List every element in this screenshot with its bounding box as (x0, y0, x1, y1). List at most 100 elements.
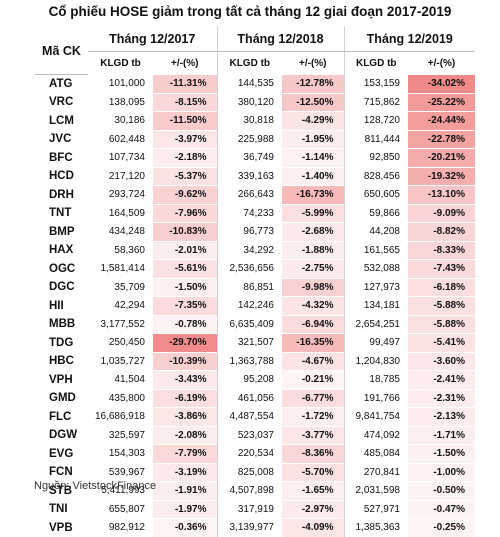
change-2019: -5.41% (408, 333, 475, 352)
source-note: Nguồn: VietstockFinance (34, 480, 157, 492)
volume-2017: 602,448 (88, 129, 153, 149)
volume-2019: 828,456 (343, 166, 408, 186)
change-2018: -1.95% (282, 129, 344, 149)
volume-2017: 655,807 (88, 499, 153, 519)
change-2018: -1.88% (282, 240, 344, 260)
volume-2018: 825,008 (216, 462, 282, 482)
stock-decline-table: Mã CK Tháng 12/2017 Tháng 12/2018 Tháng … (35, 27, 475, 537)
volume-2018: 523,037 (216, 425, 282, 445)
volume-2017: 293,724 (88, 185, 153, 204)
change-2019: -25.22% (408, 92, 475, 112)
stock-code: TNT (35, 203, 88, 223)
volume-2017: 58,360 (88, 240, 153, 260)
change-2017: -2.01% (153, 240, 217, 260)
volume-2019: 59,866 (343, 203, 408, 223)
stock-code: EVG (35, 444, 88, 463)
volume-2018: 6,635,409 (216, 314, 282, 334)
table-row: STB 5,411,993 -1.91% 4,507,898 -1.65% 2,031,5… (35, 481, 475, 500)
volume-2019: 532,088 (343, 259, 408, 278)
change-2018: -16.73% (282, 185, 344, 204)
table-row: GMD 435,800 -6.19% 461,056 -6.77% 191,766 -2.3… (35, 388, 475, 408)
stock-code: MBB (35, 314, 88, 334)
table-row: JVC 602,448 -3.97% 225,988 -1.95% 811,444 -22.… (35, 129, 475, 149)
change-2019: -9.09% (408, 203, 475, 223)
table-row: DGW 325,597 -2.08% 523,037 -3.77% 474,092 -1.7… (35, 425, 475, 445)
volume-2019: 485,084 (343, 444, 408, 463)
volume-2017: 42,294 (88, 296, 153, 315)
change-2018: -2.75% (282, 259, 344, 278)
volume-2017: 5,411,993 (88, 481, 153, 500)
volume-2019: 474,092 (343, 425, 408, 445)
table-title: Cổ phiếu HOSE giảm trong tất cả tháng 12… (48, 4, 452, 19)
volume-2018: 1,363,788 (216, 351, 282, 371)
change-2017: -3.97% (153, 129, 217, 149)
table-row: OGC 1,581,414 -5.61% 2,536,656 -2.75% 532,088… (35, 259, 475, 278)
table-row: FLC 16,686,918 -3.86% 4,487,554 -1.72% 9,841,… (35, 407, 475, 426)
change-2019: -2.41% (408, 370, 475, 389)
stock-code: VPH (35, 370, 88, 389)
stock-code: TDG (35, 333, 88, 352)
change-2017: -29.70% (153, 333, 217, 352)
change-2017: -9.62% (153, 185, 217, 204)
header-period-2018: Tháng 12/2018 (216, 27, 344, 52)
change-2018: -5.70% (282, 462, 344, 482)
table-row: VRC 138,095 -8.15% 380,120 -12.50% 715,862 -25… (35, 92, 475, 112)
change-2018: -1.40% (282, 166, 344, 186)
table-row: EVG 154,303 -7.79% 220,534 -8.36% 485,084 -1.5… (35, 444, 475, 463)
volume-2017: 217,120 (88, 166, 153, 186)
volume-2017: 30,186 (88, 111, 153, 130)
change-2018: -4.09% (282, 518, 344, 537)
change-2018: -2.68% (282, 222, 344, 241)
table-row: TDG 250,450 -29.70% 321,507 -16.35% 99,497 -5.… (35, 333, 475, 352)
stock-code: BFC (35, 148, 88, 167)
change-2019: -5.88% (408, 314, 475, 334)
change-2019: -3.60% (408, 351, 475, 371)
change-2019: -2.31% (408, 388, 475, 408)
volume-2018: 142,246 (216, 296, 282, 315)
change-2018: -9.98% (282, 277, 344, 297)
stock-code: FLC (35, 407, 88, 426)
stock-code: DGW (35, 425, 88, 445)
table-row: VPH 41,504 -3.43% 95,208 -0.21% 18,785 -2.41% (35, 370, 475, 389)
change-2017: -11.31% (153, 74, 217, 93)
volume-2017: 164,509 (88, 203, 153, 223)
header-change: +/-(%) (171, 57, 199, 69)
change-2017: -3.43% (153, 370, 217, 389)
stock-code: STB (35, 481, 88, 500)
change-2018: -12.50% (282, 92, 344, 112)
volume-2019: 527,971 (343, 499, 408, 519)
table-row: HCD 217,120 -5.37% 339,163 -1.40% 828,456 -19.… (35, 166, 475, 186)
stock-code: HAX (35, 240, 88, 260)
volume-2019: 1,204,830 (343, 351, 408, 371)
change-2018: -3.77% (282, 425, 344, 445)
header-volume: KLGD tb (343, 51, 408, 75)
change-2018: -0.21% (282, 370, 344, 389)
volume-2018: 321,507 (216, 333, 282, 352)
change-2017: -0.36% (153, 518, 217, 537)
volume-2017: 107,734 (88, 148, 153, 167)
change-2018: -1.65% (282, 481, 344, 500)
change-2017: -1.50% (153, 277, 217, 297)
change-2019: -0.25% (408, 518, 475, 537)
volume-2018: 4,487,554 (216, 407, 282, 426)
table-row: DRH 293,724 -9.62% 266,643 -16.73% 650,605 -13… (35, 185, 475, 204)
change-2019: -1.50% (408, 444, 475, 463)
stock-code: HII (35, 296, 88, 315)
table-row: HBC 1,035,727 -10.39% 1,363,788 -4.67% 1,204,… (35, 351, 475, 371)
volume-2017: 982,912 (88, 518, 153, 537)
stock-code: ATG (35, 74, 88, 93)
volume-2017: 3,177,552 (88, 314, 153, 334)
table-row: HII 42,294 -7.35% 142,246 -4.32% 134,181 -5.88… (35, 296, 475, 315)
change-2017: -3.86% (153, 407, 217, 426)
change-2017: -5.61% (153, 259, 217, 278)
volume-2018: 95,208 (216, 370, 282, 389)
volume-2018: 30,818 (216, 111, 282, 130)
table-row: VPB 982,912 -0.36% 3,139,977 -4.09% 1,385,363… (35, 518, 475, 537)
change-2017: -7.79% (153, 444, 217, 463)
change-2019: -19.32% (408, 166, 475, 186)
volume-2019: 128,720 (343, 111, 408, 130)
change-2017: -2.08% (153, 425, 217, 445)
stock-code: HBC (35, 351, 88, 371)
volume-2018: 220,534 (216, 444, 282, 463)
change-2018: -6.77% (282, 388, 344, 408)
